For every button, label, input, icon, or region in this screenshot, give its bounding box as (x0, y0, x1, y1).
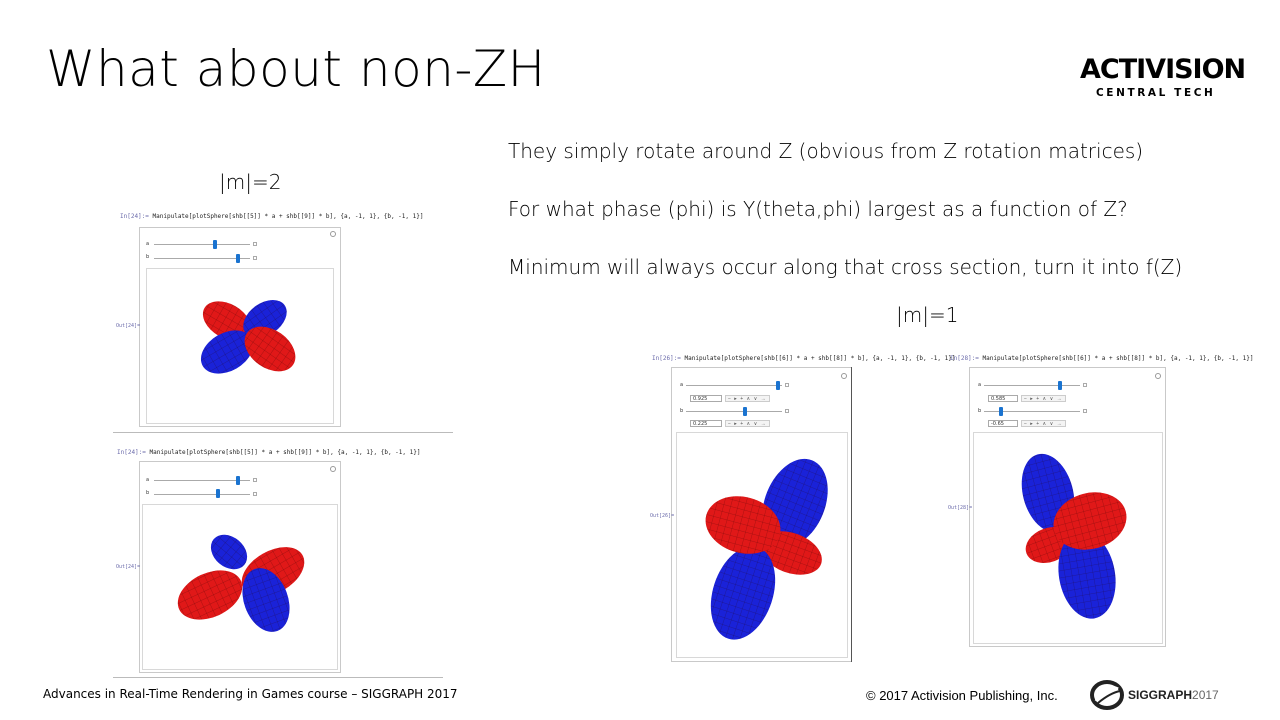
slider-thumb-a[interactable] (1058, 381, 1063, 390)
manipulate-panel-1: a b (139, 227, 341, 427)
activision-logo: ACTIVISION CENTRAL TECH (1076, 54, 1246, 102)
bullet-3: Minimum will always occur along that cro… (508, 255, 1183, 279)
slider-expand-icon[interactable] (253, 242, 257, 246)
slider-expand-icon[interactable] (785, 383, 789, 387)
out-label-2: Out[24]= (116, 564, 141, 570)
slider-track-a[interactable] (154, 244, 250, 245)
slider-expand-icon[interactable] (1083, 409, 1087, 413)
slider-label-b: b (146, 490, 150, 496)
gear-icon[interactable] (330, 231, 336, 237)
code-cell-4: In[28]:= Manipulate[plotSphere[shb[[6]] … (950, 355, 1254, 362)
code-cell-1-code: Manipulate[plotSphere[shb[[5]] * a + shb… (152, 213, 424, 220)
slider-thumb-a[interactable] (776, 381, 781, 390)
gear-icon[interactable] (1155, 373, 1161, 379)
manipulate-panel-3: a 0.925 − ▸ + ∧ ∨ → b 0.225 − ▸ + ∧ ∨ → (671, 367, 852, 662)
footer-copyright: © 2017 Activision Publishing, Inc. (866, 688, 1058, 703)
code-cell-3: In[26]:= Manipulate[plotSphere[shb[[6]] … (652, 355, 956, 362)
slider-track-a[interactable] (154, 480, 250, 481)
code-cell-4-code: Manipulate[plotSphere[shb[[6]] * a + shb… (982, 355, 1254, 362)
out-label-1: Out[24]= (116, 323, 141, 329)
slider-label-b: b (680, 408, 684, 414)
plot-area-4[interactable] (973, 432, 1163, 644)
animation-controls[interactable]: − ▸ + ∧ ∨ → (1021, 395, 1066, 402)
slide-title: What about non-ZH (46, 40, 546, 98)
siggraph-swirl-icon (1090, 680, 1124, 710)
sh-lobes-plot-4 (1021, 453, 1127, 619)
slider-label-b: b (978, 408, 982, 414)
plot-area-1[interactable] (146, 268, 334, 424)
slider-expand-icon[interactable] (1083, 383, 1087, 387)
slider-value-field-b[interactable]: 0.225 (690, 420, 722, 427)
slider-thumb-b[interactable] (998, 407, 1003, 416)
out-label-4: Out[28]= (948, 505, 973, 511)
activision-logo-subtext: CENTRAL TECH (1096, 87, 1216, 99)
sh-lobes-plot-3 (705, 458, 828, 640)
slider-value-field-b[interactable]: -0.65 (988, 420, 1018, 427)
sh-lobes-plot-1 (200, 299, 296, 374)
slider-track-a[interactable] (686, 385, 782, 386)
slider-label-b: b (146, 254, 150, 260)
code-cell-2-code: Manipulate[plotSphere[shb[[5]] * a + shb… (149, 449, 421, 456)
slider-value-field-a[interactable]: 0.585 (988, 395, 1018, 402)
activision-logo-text: ACTIVISION (1080, 54, 1246, 85)
animation-controls[interactable]: − ▸ + ∧ ∨ → (1021, 420, 1066, 427)
siggraph-logo-text: SIGGRAPH2017 (1128, 688, 1219, 702)
label-m2: |m|=2 (219, 170, 282, 194)
slider-track-b[interactable] (154, 258, 250, 259)
slider-track-b[interactable] (154, 494, 250, 495)
slider-thumb-b[interactable] (742, 407, 747, 416)
slider-expand-icon[interactable] (253, 478, 257, 482)
slider-track-b[interactable] (984, 411, 1080, 412)
slider-thumb-a[interactable] (213, 240, 218, 249)
slider-value-field-a[interactable]: 0.925 (690, 395, 722, 402)
slider-track-a[interactable] (984, 385, 1080, 386)
slider-thumb-b[interactable] (215, 489, 220, 498)
cell-bracket (851, 367, 852, 662)
gear-icon[interactable] (841, 373, 847, 379)
slider-expand-icon[interactable] (253, 256, 257, 260)
gear-icon[interactable] (330, 466, 336, 472)
cell-divider (113, 677, 443, 678)
out-label-3: Out[26]= (650, 513, 675, 519)
slider-label-a: a (146, 241, 150, 247)
slider-track-b[interactable] (686, 411, 782, 412)
slider-label-a: a (978, 382, 982, 388)
code-cell-1: In[24]:= Manipulate[plotSphere[shb[[5]] … (120, 213, 424, 220)
bullet-2: For what phase (phi) is Y(theta,phi) lar… (508, 197, 1128, 221)
slider-expand-icon[interactable] (253, 492, 257, 496)
slider-label-a: a (680, 382, 684, 388)
slider-thumb-a[interactable] (236, 476, 240, 485)
slider-expand-icon[interactable] (785, 409, 789, 413)
footer-course-text: Advances in Real-Time Rendering in Games… (43, 687, 458, 701)
slider-label-a: a (146, 477, 150, 483)
siggraph-logo: SIGGRAPH2017 (1090, 679, 1230, 711)
plot-area-3[interactable] (676, 432, 848, 658)
code-cell-3-code: Manipulate[plotSphere[shb[[6]] * a + shb… (684, 355, 956, 362)
cell-divider (113, 432, 453, 433)
sh-lobes-plot-2 (177, 534, 305, 632)
animation-controls[interactable]: − ▸ + ∧ ∨ → (725, 420, 770, 427)
plot-area-2[interactable] (142, 504, 338, 670)
bullet-1: They simply rotate around Z (obvious fro… (508, 139, 1144, 163)
slider-thumb-b[interactable] (236, 254, 240, 263)
manipulate-panel-4: a 0.585 − ▸ + ∧ ∨ → b -0.65 − ▸ + ∧ ∨ → (969, 367, 1166, 647)
label-m1: |m|=1 (896, 303, 959, 327)
code-cell-2: In[24]:= Manipulate[plotSphere[shb[[5]] … (117, 449, 421, 456)
animation-controls[interactable]: − ▸ + ∧ ∨ → (725, 395, 770, 402)
manipulate-panel-2: a b (139, 461, 341, 673)
